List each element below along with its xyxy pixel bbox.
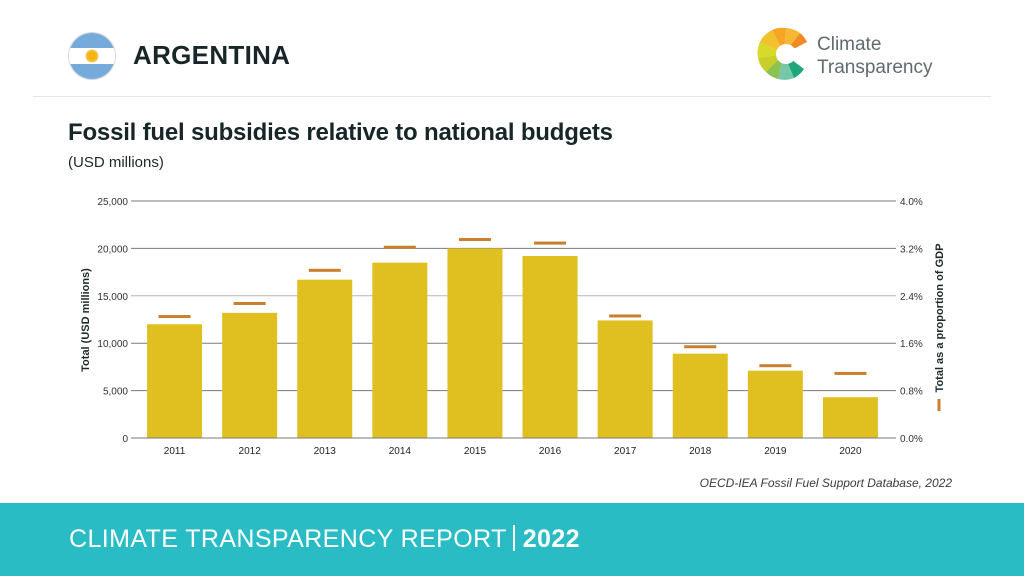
footer-label: CLIMATE TRANSPARENCY REPORT: [69, 525, 507, 553]
y-tick-label: 5,000: [103, 387, 128, 398]
y2-axis-tick-labels: 0.0% 0.8% 1.6% 2.4% 3.2% 4.0%: [900, 197, 923, 445]
gdp-marker: [383, 245, 416, 249]
gdp-marker: [609, 314, 642, 318]
gdp-marker: [759, 364, 792, 368]
bar: [222, 312, 278, 438]
bar: [297, 279, 353, 438]
source-note: OECD-IEA Fossil Fuel Support Database, 2…: [699, 476, 952, 490]
x-tick-label: 2012: [239, 446, 262, 457]
y-tick-label: 20,000: [97, 244, 128, 255]
logo-line1: Climate: [817, 34, 882, 55]
x-tick-label: 2019: [764, 446, 787, 457]
x-tick-label: 2011: [164, 446, 186, 457]
bar: [372, 262, 428, 438]
x-tick-label: 2016: [539, 446, 562, 457]
footer-year: 2022: [522, 525, 580, 553]
footer-banner: CLIMATE TRANSPARENCY REPORT 2022: [0, 503, 1024, 576]
y2-tick-label: 0.8%: [900, 387, 923, 398]
footer-text: CLIMATE TRANSPARENCY REPORT 2022: [69, 525, 580, 554]
y2-tick-label: 1.6%: [900, 339, 923, 350]
y-tick-label: 0: [122, 434, 128, 445]
bar: [597, 320, 653, 438]
gdp-marker: [158, 315, 191, 319]
gdp-marker: [308, 268, 341, 272]
logo-line2: Transparency: [817, 57, 933, 78]
header: ARGENTINA Climate Transparency: [0, 0, 1024, 97]
bar: [747, 370, 803, 438]
y-axis-label: Total (USD millions): [80, 268, 92, 372]
gdp-marker: [233, 302, 266, 306]
chart-subtitle: (USD millions): [68, 154, 164, 171]
bar: [522, 255, 578, 438]
gdp-marker: [834, 371, 867, 375]
argentina-flag-icon: [68, 32, 116, 80]
legend-marker-swatch: [937, 399, 941, 411]
x-tick-label: 2013: [314, 446, 337, 457]
y2-axis-label: Total as a proportion of GDP: [934, 244, 946, 393]
gdp-markers: [131, 238, 896, 439]
header-divider: [33, 96, 991, 97]
y-axis-tick-labels: 0 5,000 10,000 15,000 20,000 25,000: [97, 197, 128, 445]
y2-tick-label: 0.0%: [900, 434, 923, 445]
x-tick-label: 2015: [464, 446, 487, 457]
x-tick-label: 2018: [689, 446, 712, 457]
bars: [147, 248, 878, 438]
logo-text: Climate Transparency: [817, 33, 932, 79]
y2-tick-label: 4.0%: [900, 197, 923, 208]
chart-title: Fossil fuel subsidies relative to nation…: [68, 119, 613, 146]
y2-tick-label: 2.4%: [900, 292, 923, 303]
bar: [672, 353, 728, 438]
bar: [822, 397, 878, 438]
y2-tick-label: 3.2%: [900, 244, 923, 255]
bar: [447, 248, 503, 438]
footer-separator: [512, 525, 515, 551]
gdp-marker: [458, 238, 491, 242]
country-name: ARGENTINA: [133, 40, 291, 70]
bar-chart: 0 5,000 10,000 15,000 20,000 25,000 0.0% 0.8% 1…: [80, 197, 946, 457]
gdp-marker: [534, 241, 567, 245]
x-tick-label: 2020: [839, 446, 862, 457]
bar: [147, 324, 203, 438]
gdp-marker: [684, 345, 717, 349]
x-axis-tick-labels: 2011 2012 2013 2014 2015 2016 2017 2018 2019 2020: [164, 446, 862, 457]
climate-transparency-logo-icon: [757, 27, 814, 80]
x-tick-label: 2014: [389, 446, 412, 457]
y-tick-label: 25,000: [97, 197, 128, 208]
y-tick-label: 10,000: [97, 339, 128, 350]
y-tick-label: 15,000: [97, 292, 128, 303]
x-tick-label: 2017: [614, 446, 637, 457]
